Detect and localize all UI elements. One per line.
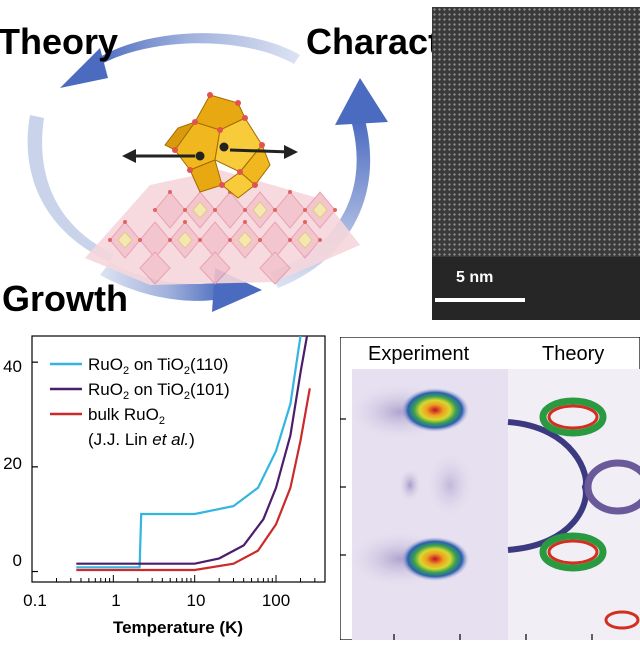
experiment-label: Experiment [368,343,470,365]
plot-frame [31,335,326,583]
resistance-plot: 40 20 0 0.1 1 10 100 Temperature (K) RuO… [3,335,326,637]
scale-bar-label: 5 nm [456,269,494,286]
theory-pocket-bottom [539,532,607,572]
atomic-lattice [432,7,640,257]
legend-item-101: RuO2 on TiO2(101) [88,380,230,402]
series-line-2 [76,388,311,572]
substrate-region [432,257,640,320]
series-line-1 [76,335,309,565]
legend-item-bulk: bulk RuO2 [88,405,165,427]
experiment-spot-bottom [401,537,469,581]
x-tick-100: 100 [262,591,290,610]
scale-bar [435,298,525,302]
crystal-substrate [85,170,360,285]
theory-panel-label: Theory [542,343,605,365]
x-tick-1: 1 [111,591,120,610]
x-tick-0.1: 0.1 [23,591,47,610]
growth-label: Growth [2,278,128,319]
y-tick-40: 40 [3,357,22,376]
theory-pocket-center [584,459,640,515]
legend-item-110: RuO2 on TiO2(110) [88,355,228,377]
stem-image [432,7,640,320]
legend: RuO2 on TiO2(110) RuO2 on TiO2(101) bulk… [50,355,230,449]
y-tick-0: 0 [13,551,22,570]
spin-arrows [122,145,298,163]
cycle-arrow-top [95,33,300,66]
cycle-arrowhead-right [335,78,388,125]
cycle-illustration [27,33,388,312]
y-tick-20: 20 [3,454,22,473]
experiment-spot-top [401,388,469,432]
cycle-arrow-left [27,115,115,262]
arpes-map [339,336,640,641]
theory-pocket-top [539,397,607,437]
cycle-arrowhead-top [60,48,108,88]
legend-citation: (J.J. Lin et al.) [88,430,195,449]
theory-label: Theory [0,21,119,62]
octahedra-cluster [164,92,271,199]
series-line-0 [76,335,302,569]
x-tick-10: 10 [187,591,206,610]
x-axis-label: Temperature (K) [113,618,243,637]
arpes-panel: Experiment Theory [339,336,640,641]
